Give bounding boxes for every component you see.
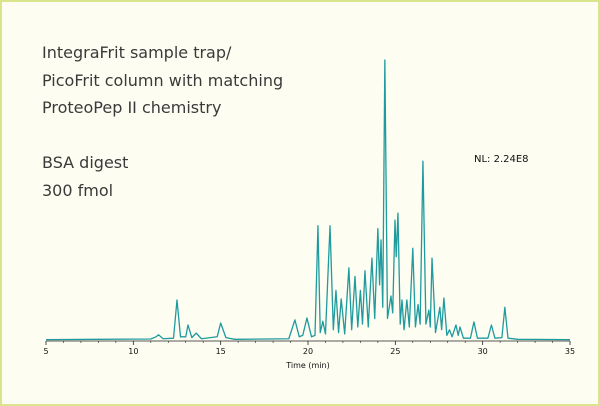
x-tick-label: 10 (128, 347, 138, 356)
x-tick-label: 30 (478, 347, 488, 356)
annotation: BSA digest (42, 153, 128, 172)
annotation: 300 fmol (42, 181, 113, 200)
annotation: IntegraFrit sample trap/ (42, 43, 232, 62)
x-tick-label: 35 (565, 347, 575, 356)
nl-label: NL: 2.24E8 (474, 154, 529, 165)
x-tick-label: 5 (43, 347, 48, 356)
annotation: ProteoPep II chemistry (42, 98, 221, 117)
x-tick-label: 15 (216, 347, 226, 356)
chromatogram-line (45, 59, 571, 341)
x-axis-label: Time (min) (285, 361, 329, 370)
annotation: PicoFrit column with matching (42, 71, 283, 90)
x-tick-label: 20 (303, 347, 313, 356)
x-tick-label: 25 (390, 347, 400, 356)
